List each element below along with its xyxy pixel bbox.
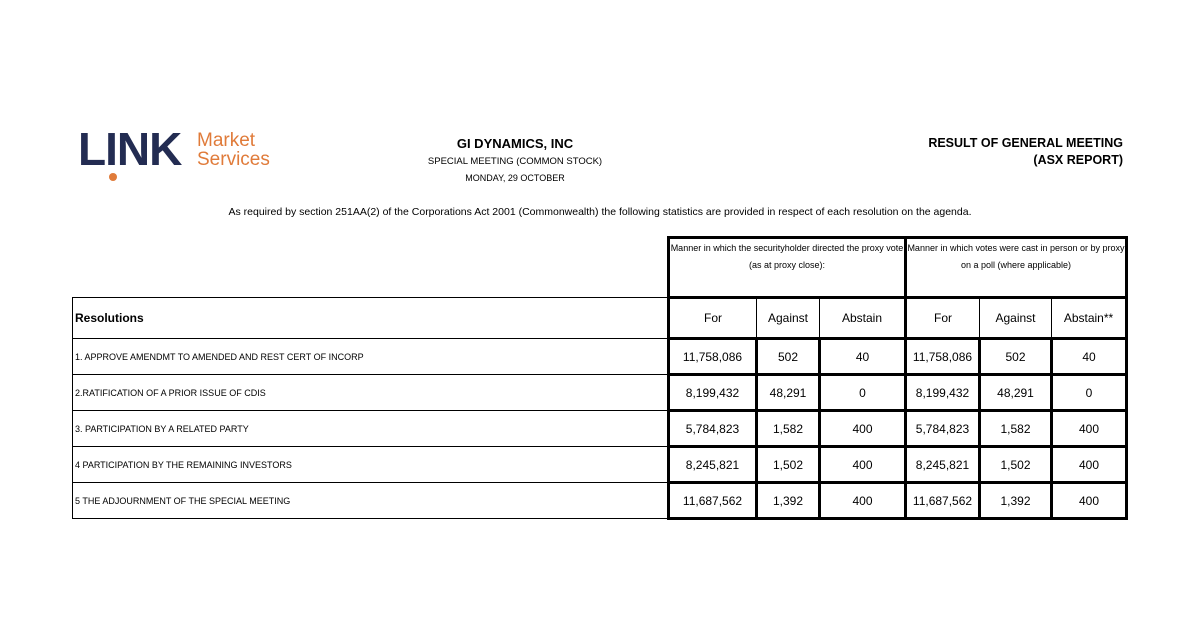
cell-proxy-abstain: 400 [818, 481, 907, 520]
company-name: GI DYNAMICS, INC [456, 136, 574, 151]
cell-proxy-abstain: 0 [818, 373, 907, 412]
resolution-name: 4 PARTICIPATION BY THE REMAINING INVESTO… [72, 446, 669, 483]
logo-market-services: Market Services [197, 131, 270, 169]
cell-poll-against: 1,582 [978, 409, 1053, 448]
cell-poll-abstain: 400 [1050, 445, 1128, 484]
column-header-poll-abstain: Abstain** [1051, 297, 1128, 339]
cell-proxy-against: 1,582 [755, 409, 821, 448]
resolution-name: 1. APPROVE AMENDMT TO AMENDED AND REST C… [72, 338, 669, 375]
cell-poll-abstain: 40 [1050, 337, 1128, 376]
cell-poll-against: 1,502 [978, 445, 1053, 484]
table-row: 3. PARTICIPATION BY A RELATED PARTY 5,784… [72, 409, 1128, 448]
cell-poll-abstain: 0 [1050, 373, 1128, 412]
cell-proxy-for: 8,245,821 [667, 445, 758, 484]
group-header-proxy: Manner in which the securityholder direc… [667, 236, 907, 299]
results-table: Manner in which the securityholder direc… [72, 236, 1128, 520]
cell-proxy-for: 5,784,823 [667, 409, 758, 448]
cell-proxy-for: 11,687,562 [667, 481, 758, 520]
table-row: 1. APPROVE AMENDMT TO AMENDED AND REST C… [72, 337, 1128, 376]
cell-proxy-against: 48,291 [755, 373, 821, 412]
cell-poll-against: 48,291 [978, 373, 1053, 412]
cell-poll-for: 8,199,432 [904, 373, 981, 412]
intro-text: As required by section 251AA(2) of the C… [228, 206, 972, 218]
column-header-proxy-against: Against [756, 297, 820, 339]
resolution-name: 3. PARTICIPATION BY A RELATED PARTY [72, 410, 669, 447]
logo-line2: Services [197, 149, 270, 170]
meeting-date: MONDAY, 29 OCTOBER [465, 173, 565, 183]
cell-proxy-abstain: 400 [818, 409, 907, 448]
blank-cell [72, 237, 669, 298]
cell-proxy-against: 1,502 [755, 445, 821, 484]
logo-link: LINK [78, 123, 182, 175]
column-header-poll-against: Against [979, 297, 1052, 339]
column-header-poll-for: For [904, 297, 980, 339]
cell-poll-for: 11,758,086 [904, 337, 981, 376]
resolutions-header: Resolutions [72, 297, 669, 339]
meeting-type: SPECIAL MEETING (COMMON STOCK) [427, 156, 603, 167]
cell-proxy-for: 8,199,432 [667, 373, 758, 412]
cell-poll-for: 11,687,562 [904, 481, 981, 520]
cell-poll-for: 8,245,821 [904, 445, 981, 484]
cell-proxy-against: 502 [755, 337, 821, 376]
column-header-proxy-for: For [667, 297, 757, 339]
cell-proxy-abstain: 400 [818, 445, 907, 484]
report-title: RESULT OF GENERAL MEETING [928, 136, 1123, 150]
logo-dot-icon [109, 173, 117, 181]
cell-proxy-against: 1,392 [755, 481, 821, 520]
cell-poll-for: 5,784,823 [904, 409, 981, 448]
group-header-poll: Manner in which votes were cast in perso… [904, 236, 1128, 299]
cell-poll-abstain: 400 [1050, 481, 1128, 520]
table-row: 2.RATIFICATION OF A PRIOR ISSUE OF CDIS 8… [72, 373, 1128, 412]
table-row: 5 THE ADJOURNMENT OF THE SPECIAL MEETING… [72, 481, 1128, 520]
cell-proxy-for: 11,758,086 [667, 337, 758, 376]
column-header-proxy-abstain: Abstain [819, 297, 906, 339]
cell-poll-against: 1,392 [978, 481, 1053, 520]
resolution-name: 2.RATIFICATION OF A PRIOR ISSUE OF CDIS [72, 374, 669, 411]
logo-line1: Market [197, 130, 256, 151]
cell-poll-against: 502 [978, 337, 1053, 376]
cell-proxy-abstain: 40 [818, 337, 907, 376]
table-row: 4 PARTICIPATION BY THE REMAINING INVESTO… [72, 445, 1128, 484]
cell-poll-abstain: 400 [1050, 409, 1128, 448]
resolution-name: 5 THE ADJOURNMENT OF THE SPECIAL MEETING [72, 482, 669, 519]
report-subtitle: (ASX REPORT) [1033, 153, 1123, 167]
